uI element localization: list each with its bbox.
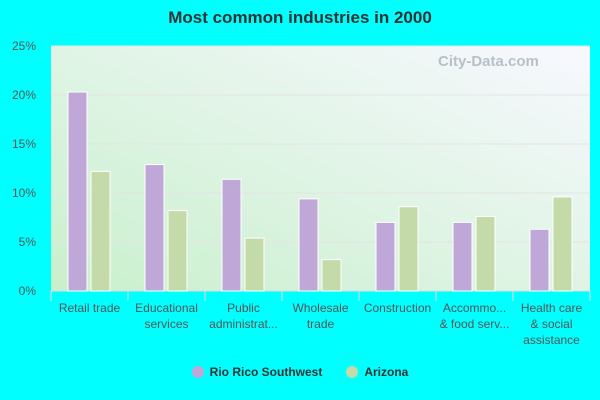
x-category-label: Wholesale [292, 301, 348, 315]
y-tick-label: 25% [12, 39, 36, 53]
bar-rio-rico-southwest [375, 221, 396, 292]
y-tick-label: 0% [19, 284, 37, 298]
bar-arizona [167, 210, 188, 292]
chart-title: Most common industries in 2000 [168, 8, 432, 27]
x-category-label: administrat... [209, 317, 278, 331]
x-category-label: & food serv... [440, 317, 510, 331]
bar-rio-rico-southwest [144, 164, 165, 292]
x-category-label: Health care [521, 301, 583, 315]
bar-arizona [244, 237, 265, 292]
x-category-label: trade [307, 317, 335, 331]
y-tick-label: 20% [12, 88, 36, 102]
bar-rio-rico-southwest [221, 178, 242, 292]
x-category-label: assistance [523, 333, 580, 347]
bar-rio-rico-southwest [67, 91, 88, 292]
legend-swatch [191, 366, 204, 378]
y-tick-label: 5% [19, 235, 37, 249]
bar-arizona [90, 170, 111, 292]
x-category-label: services [144, 317, 188, 331]
bar-arizona [321, 259, 342, 292]
legend-item: Rio Rico Southwest [191, 365, 323, 379]
y-tick-label: 10% [12, 186, 36, 200]
x-category-label: Public [227, 301, 260, 315]
y-tick-label: 15% [12, 137, 36, 151]
bar-arizona [475, 216, 496, 292]
x-category-label: Retail trade [59, 301, 121, 315]
x-category-label: Accommo... [443, 301, 506, 315]
legend: Rio Rico Southwest Arizona [0, 365, 600, 379]
x-category-label: Educational [135, 301, 198, 315]
x-category-label: & social [530, 317, 572, 331]
watermark: City-Data.com [438, 53, 539, 70]
x-category-label: Construction [364, 301, 431, 315]
legend-label: Rio Rico Southwest [209, 365, 323, 379]
plot-area [51, 46, 590, 291]
legend-item: Arizona [346, 365, 408, 379]
bar-arizona [398, 206, 419, 292]
bar-rio-rico-southwest [298, 198, 319, 292]
legend-label: Arizona [364, 365, 409, 379]
bar-arizona [552, 196, 573, 292]
bar-rio-rico-southwest [452, 221, 473, 292]
bar-rio-rico-southwest [529, 228, 550, 292]
legend-swatch [346, 366, 359, 378]
